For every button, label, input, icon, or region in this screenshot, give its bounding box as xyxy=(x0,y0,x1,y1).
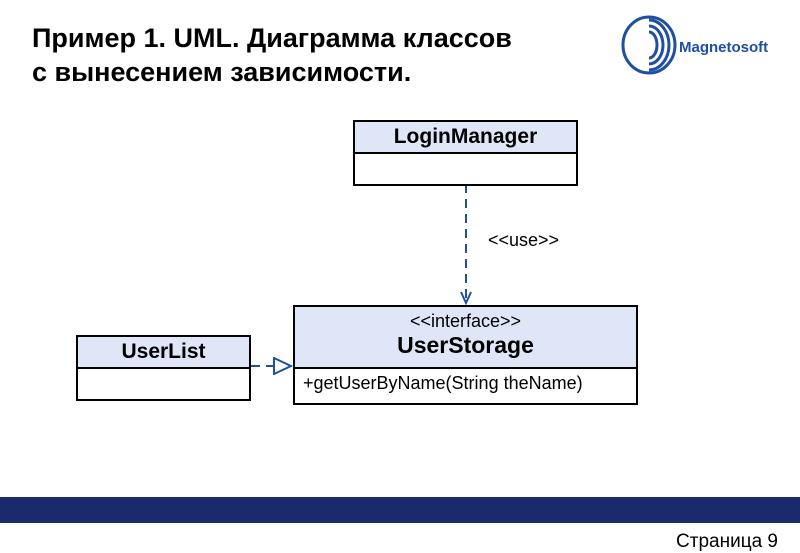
logo: Magnetosoft xyxy=(621,8,786,83)
logo-text: Magnetosoft xyxy=(679,39,768,56)
slide: Пример 1. UML. Диаграмма классов с вынес… xyxy=(0,0,800,553)
class-header: <<interface>> UserStorage xyxy=(295,307,636,369)
title-line-2: с вынесением зависимости. xyxy=(32,56,592,90)
class-name: UserStorage xyxy=(295,332,636,359)
class-body: +getUserByName(String theName) xyxy=(295,369,636,403)
class-user-storage: <<interface>> UserStorage +getUserByName… xyxy=(293,305,638,405)
logo-arcs xyxy=(623,17,675,73)
class-method: +getUserByName(String theName) xyxy=(303,373,583,393)
edge-label-use: <<use>> xyxy=(488,230,559,251)
class-header: LoginManager xyxy=(355,122,576,154)
class-login-manager: LoginManager xyxy=(353,120,578,186)
uml-diagram: LoginManager UserList <<interface>> User… xyxy=(48,110,753,480)
page-number: Страница 9 xyxy=(676,531,778,553)
title-line-1: Пример 1. UML. Диаграмма классов xyxy=(32,22,592,56)
class-name: LoginManager xyxy=(394,125,538,148)
class-user-list: UserList xyxy=(76,335,251,401)
footer-bar xyxy=(0,497,800,523)
slide-title: Пример 1. UML. Диаграмма классов с вынес… xyxy=(32,22,592,90)
class-body xyxy=(355,154,576,184)
class-header: UserList xyxy=(78,337,249,369)
class-stereotype: <<interface>> xyxy=(295,311,636,332)
class-body xyxy=(78,369,249,399)
class-name: UserList xyxy=(121,340,205,363)
